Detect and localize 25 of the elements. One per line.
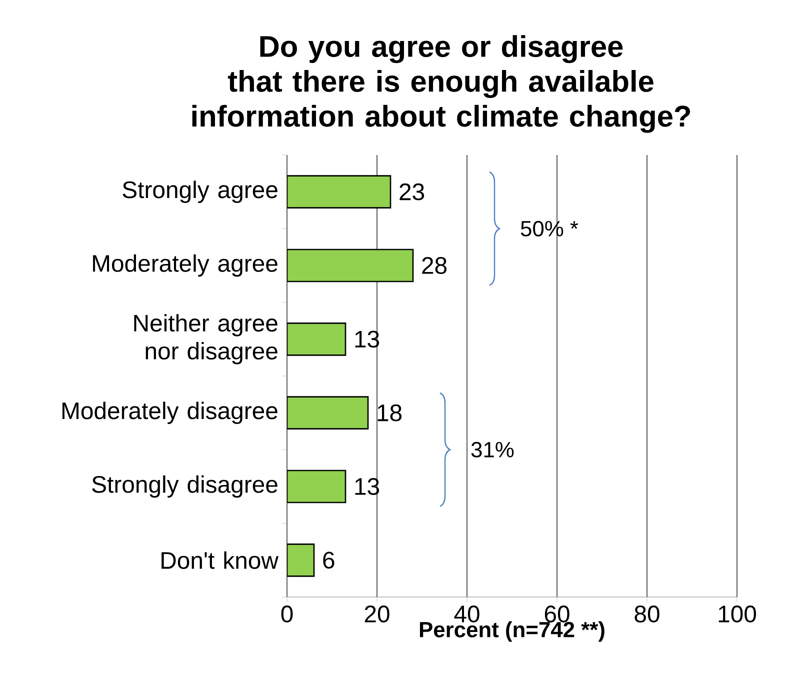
bar xyxy=(287,175,392,208)
bar xyxy=(287,544,315,577)
y-tick-label: Strongly agree xyxy=(122,180,278,203)
data-label: 23 xyxy=(400,183,424,200)
bar xyxy=(287,248,414,282)
y-tick-label: Moderately disagree xyxy=(62,402,278,424)
x-tick-label: 60 xyxy=(544,606,570,622)
y-tick-label: Moderately agree xyxy=(93,254,278,277)
data-label: 28 xyxy=(422,257,447,274)
data-label: 18 xyxy=(378,404,402,422)
x-tick-label: 100 xyxy=(718,606,756,622)
x-tick-label: 80 xyxy=(634,606,660,622)
x-tick-label: 40 xyxy=(454,606,480,622)
y-tick-label: Neither agree nor disagree xyxy=(134,314,278,364)
x-tick-label: 0 xyxy=(281,606,293,622)
bar xyxy=(287,322,346,356)
x-axis-title: Percent (n=742 **) xyxy=(420,621,604,642)
chart-title: Do you agree or disagree that there is enough available information about climate change? xyxy=(192,35,690,133)
x-tick-label: 20 xyxy=(364,606,390,622)
annotation: 31% xyxy=(471,442,514,458)
y-tick-label: Don't know xyxy=(162,551,279,569)
bar xyxy=(287,470,346,504)
y-tick-label: Strongly disagree xyxy=(92,475,278,498)
data-label: 6 xyxy=(323,552,334,569)
bar xyxy=(287,396,369,430)
